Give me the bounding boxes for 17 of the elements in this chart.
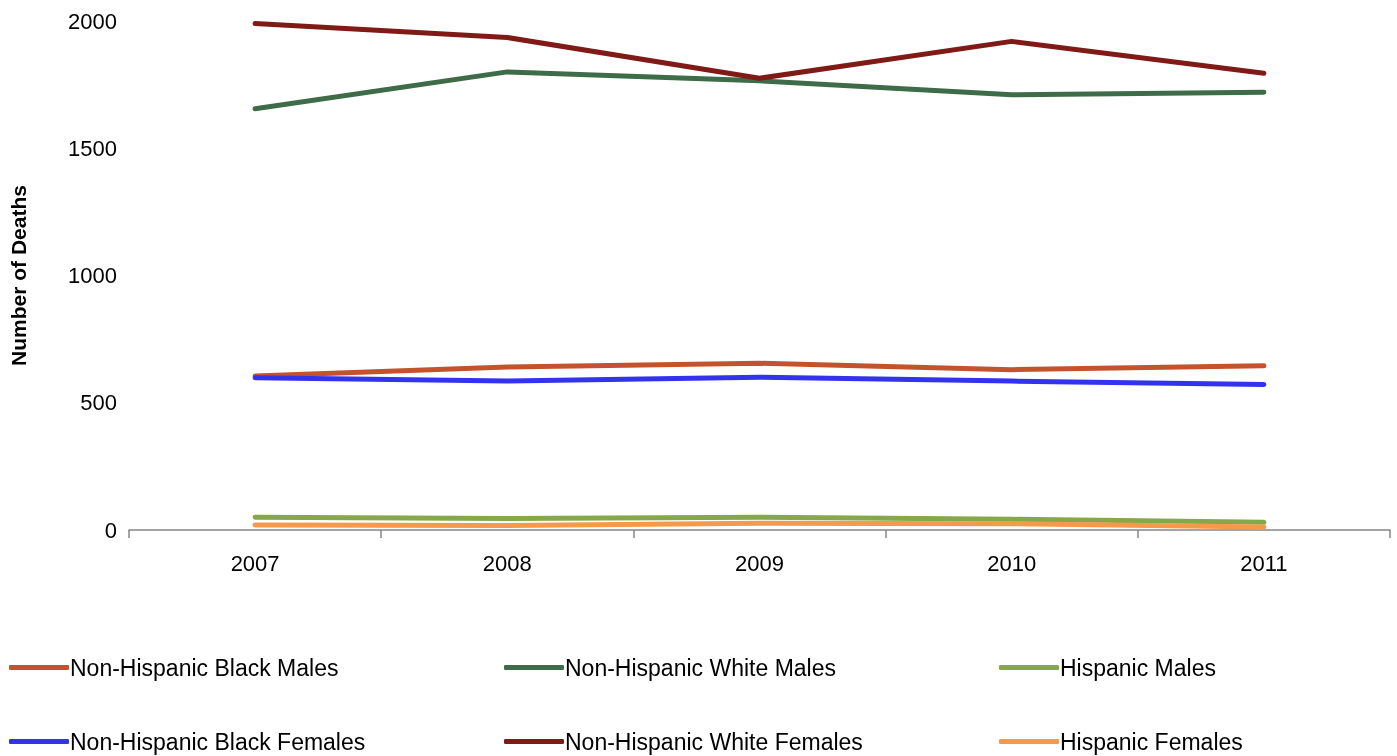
legend-label: Hispanic Males xyxy=(1060,654,1216,681)
legend-label: Non-Hispanic White Females xyxy=(565,728,863,755)
legend-label: Non-Hispanic Black Males xyxy=(70,654,339,681)
x-tick-label: 2008 xyxy=(482,550,532,576)
y-axis-title: Number of Deaths xyxy=(7,185,30,366)
y-tick-label: 500 xyxy=(80,390,117,416)
x-tick-label: 2007 xyxy=(230,550,280,576)
y-tick-label: 1000 xyxy=(68,263,117,288)
x-tick-label: 2011 xyxy=(1240,550,1288,576)
y-tick-label: 0 xyxy=(104,517,117,543)
y-tick-label: 2000 xyxy=(68,8,117,34)
legend-label: Non-Hispanic Black Females xyxy=(70,728,366,755)
legend-label: Hispanic Females xyxy=(1060,728,1243,755)
legend-label: Non-Hispanic White Males xyxy=(565,654,836,681)
y-tick-label: 1500 xyxy=(68,135,117,161)
x-tick-label: 2010 xyxy=(987,550,1037,576)
x-tick-label: 2009 xyxy=(735,550,784,576)
